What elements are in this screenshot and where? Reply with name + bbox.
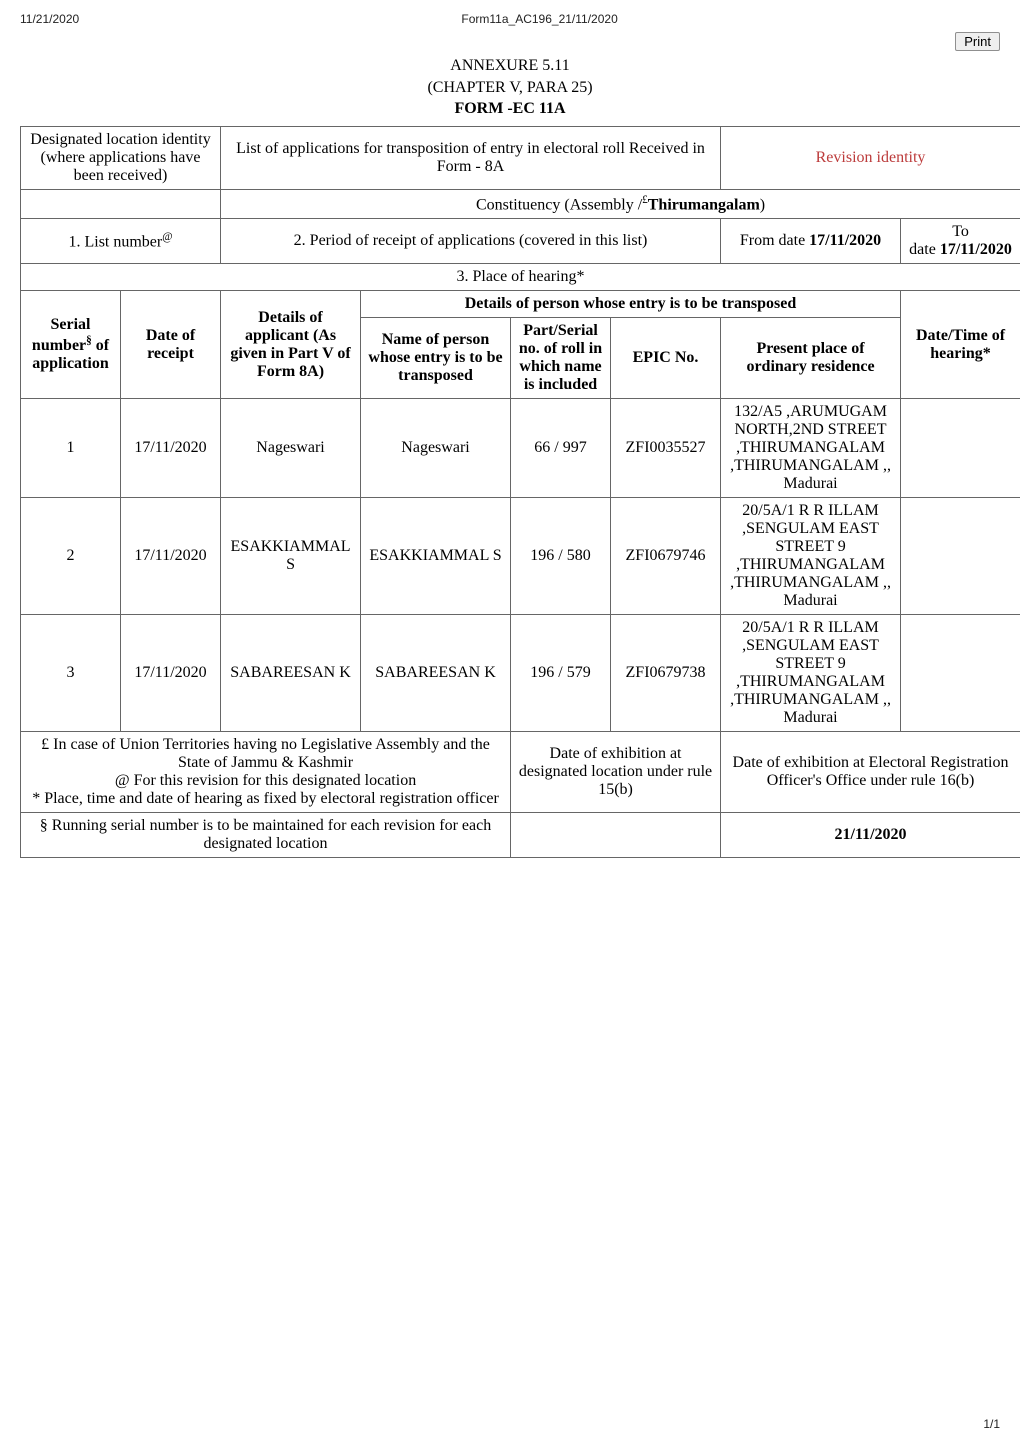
col-date-text: Date of receipt — [146, 327, 195, 362]
table-row: 1 17/11/2020 Nageswari Nageswari 66 / 99… — [21, 399, 1020, 498]
place-hearing-cell: 3. Place of hearing* — [21, 264, 1020, 291]
header-row-1: Serial number§ of application Date of re… — [21, 291, 1020, 318]
from-date-value: 17/11/2020 — [809, 232, 881, 249]
col-epic-text: EPIC No. — [633, 349, 699, 366]
cell-applicant: Nageswari — [221, 399, 361, 498]
footer-row-2: § Running serial number is to be maintai… — [21, 813, 1020, 858]
list-apps-cell: List of applications for transposition o… — [221, 126, 721, 189]
cell-hearing — [901, 498, 1020, 615]
cell-epic: ZFI0679738 — [611, 615, 721, 732]
to-date-line2: date — [909, 241, 940, 258]
cell-residence: 20/5A/1 R R ILLAM ,SENGULAM EAST STREET … — [721, 615, 901, 732]
annex-line1: ANNEXURE 5.11 — [450, 57, 569, 74]
constituency-cell: Constituency (Assembly /£Thirumangalam) — [221, 189, 1020, 218]
top-row-1: Designated location identity (where appl… — [21, 126, 1020, 189]
cell-date: 17/11/2020 — [121, 498, 221, 615]
to-date-cell: To date 17/11/2020 — [901, 219, 1020, 264]
from-date-cell: From date 17/11/2020 — [721, 219, 901, 264]
table-row: 3 17/11/2020 SABAREESAN K SABAREESAN K 1… — [21, 615, 1020, 732]
cell-residence: 20/5A/1 R R ILLAM ,SENGULAM EAST STREET … — [721, 498, 901, 615]
constituency-close: ) — [760, 196, 765, 213]
top-row-constituency: Constituency (Assembly /£Thirumangalam) — [21, 189, 1020, 218]
cell-date: 17/11/2020 — [121, 399, 221, 498]
to-date-value: 17/11/2020 — [940, 241, 1012, 258]
cell-serial: 1 — [21, 399, 121, 498]
annex-heading: ANNEXURE 5.11 (CHAPTER V, PARA 25) FORM … — [0, 55, 1020, 120]
page: 11/21/2020 Form11a_AC196_21/11/2020 Prin… — [0, 0, 1020, 1443]
cell-part: 196 / 580 — [511, 498, 611, 615]
col-present-text: Present place of ordinary residence — [746, 340, 874, 375]
empty-cell — [21, 189, 221, 218]
header-title: Form11a_AC196_21/11/2020 — [461, 12, 617, 26]
cell-part: 196 / 579 — [511, 615, 611, 732]
col-serial: Serial number§ of application — [21, 291, 121, 399]
col-details-span-text: Details of person whose entry is to be t… — [465, 295, 797, 312]
designated-location-cell: Designated location identity (where appl… — [21, 126, 221, 189]
col-serial-text1: Serial number — [32, 316, 91, 353]
period-cell: 2. Period of receipt of applications (co… — [221, 219, 721, 264]
list-number-cell: 1. List number@ — [21, 219, 221, 264]
col-name-entry: Name of person whose entry is to be tran… — [361, 318, 511, 399]
notes-cell: £ In case of Union Territories having no… — [21, 732, 511, 813]
col-details: Details of applicant (As given in Part V… — [221, 291, 361, 399]
cell-epic: ZFI0679746 — [611, 498, 721, 615]
cell-applicant: SABAREESAN K — [221, 615, 361, 732]
annex-line2: (CHAPTER V, PARA 25) — [427, 79, 592, 96]
footer-row-1: £ In case of Union Territories having no… — [21, 732, 1020, 813]
col-name-entry-text: Name of person whose entry is to be tran… — [368, 331, 502, 384]
running-empty — [511, 813, 721, 858]
col-epic: EPIC No. — [611, 318, 721, 399]
page-number: 1/1 — [983, 1417, 1000, 1431]
exhibition1-cell: Date of exhibition at designated locatio… — [511, 732, 721, 813]
browser-header: 11/21/2020 Form11a_AC196_21/11/2020 — [0, 0, 1020, 32]
cell-entry-name: Nageswari — [361, 399, 511, 498]
col-part-text: Part/Serial no. of roll in which name is… — [519, 322, 602, 393]
top-row-listnum: 1. List number@ 2. Period of receipt of … — [21, 219, 1020, 264]
col-datetime-text: Date/Time of hearing* — [916, 327, 1005, 362]
cell-serial: 3 — [21, 615, 121, 732]
running-date-text: 21/11/2020 — [835, 826, 907, 843]
top-row-hearing: 3. Place of hearing* — [21, 264, 1020, 291]
cell-entry-name: ESAKKIAMMAL S — [361, 498, 511, 615]
print-button-wrap: Print — [0, 32, 1020, 55]
form-table: Designated location identity (where appl… — [20, 126, 1020, 858]
constituency-prefix: Constituency (Assembly / — [476, 196, 642, 213]
col-details-span: Details of person whose entry is to be t… — [361, 291, 901, 318]
cell-serial: 2 — [21, 498, 121, 615]
revision-identity-cell: Revision identity — [721, 126, 1020, 189]
cell-date: 17/11/2020 — [121, 615, 221, 732]
cell-epic: ZFI0035527 — [611, 399, 721, 498]
col-part: Part/Serial no. of roll in which name is… — [511, 318, 611, 399]
cell-part: 66 / 997 — [511, 399, 611, 498]
col-datetime: Date/Time of hearing* — [901, 291, 1020, 399]
print-button[interactable]: Print — [955, 32, 1000, 51]
running-cell: § Running serial number is to be maintai… — [21, 813, 511, 858]
constituency-name: Thirumangalam — [648, 196, 760, 213]
cell-hearing — [901, 615, 1020, 732]
col-date: Date of receipt — [121, 291, 221, 399]
list-number-sup: @ — [162, 231, 172, 243]
annex-line3: FORM -EC 11A — [454, 100, 565, 117]
running-date-cell: 21/11/2020 — [721, 813, 1020, 858]
cell-hearing — [901, 399, 1020, 498]
col-present: Present place of ordinary residence — [721, 318, 901, 399]
to-date-line1: To — [952, 223, 969, 240]
exhibition2-cell: Date of exhibition at Electoral Registra… — [721, 732, 1020, 813]
table-row: 2 17/11/2020 ESAKKIAMMAL S ESAKKIAMMAL S… — [21, 498, 1020, 615]
col-details-text: Details of applicant (As given in Part V… — [230, 309, 350, 380]
list-number-label: 1. List number — [68, 233, 162, 250]
header-date: 11/21/2020 — [20, 12, 79, 26]
cell-entry-name: SABAREESAN K — [361, 615, 511, 732]
cell-applicant: ESAKKIAMMAL S — [221, 498, 361, 615]
from-date-label: From date — [740, 232, 809, 249]
cell-residence: 132/A5 ,ARUMUGAM NORTH,2ND STREET ,THIRU… — [721, 399, 901, 498]
